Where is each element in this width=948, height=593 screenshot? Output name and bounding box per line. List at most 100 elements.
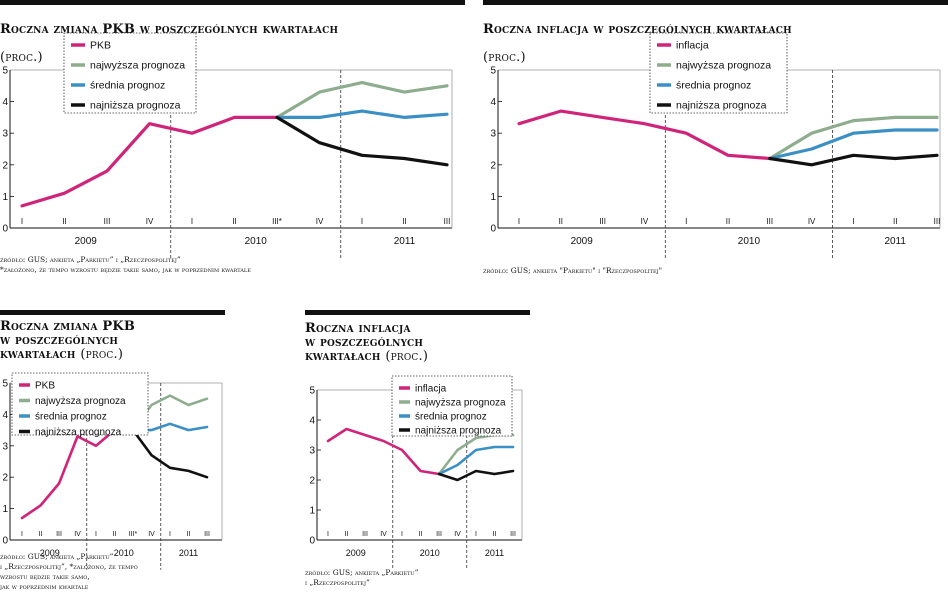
legend-box <box>63 32 197 114</box>
y-tick-label: 3 <box>309 446 315 457</box>
legend: inflacja najwyższa prognoza średnia progno… <box>649 32 788 114</box>
year-label: 2011 <box>394 236 416 247</box>
series-3 <box>768 153 939 167</box>
quarter-tick-label: II <box>345 531 349 538</box>
chart-panel-inflation-large: Roczna inflacja w poszczególnych kwartał… <box>483 0 948 290</box>
chart-subtitle: (proc.) <box>483 50 526 65</box>
quarter-tick-label: I <box>95 531 97 538</box>
series-line <box>20 428 135 520</box>
year-label: 2010 <box>738 236 761 247</box>
legend-entry-label: średnia prognoz <box>35 412 107 423</box>
series-2 <box>275 109 449 120</box>
legend-entry-label: PKB <box>35 381 55 392</box>
legend-entry-label: najniższa prognoza <box>90 100 181 112</box>
chart-source-note: źródło: GUS; ankieta „Parkietu” i „Rzecz… <box>0 552 138 591</box>
year-label: 2011 <box>485 548 504 558</box>
quarter-tick-label: III* <box>129 531 138 538</box>
y-tick-label: 1 <box>2 192 8 203</box>
chart-title: Roczna inflacja w poszczególnych kwartał… <box>305 321 429 364</box>
year-label: 2009 <box>571 236 594 247</box>
chart-source-note: źródło: GUS; ankieta „Parkietu” i „Rzecz… <box>0 255 251 274</box>
y-tick-label: 3 <box>2 129 8 140</box>
series-line <box>20 115 279 208</box>
y-tick-label: 2 <box>2 160 8 171</box>
y-tick-label: 2 <box>490 160 496 171</box>
quarter-tick-label: III <box>766 217 773 226</box>
quarter-tick-label: IV <box>146 217 154 226</box>
quarter-tick-label: III <box>436 531 442 538</box>
legend-entry-label: średnia prognoz <box>90 80 165 92</box>
y-tick-label: 0 <box>2 224 8 235</box>
legend-entry-label: inflacja <box>415 384 447 395</box>
series-3 <box>437 469 515 482</box>
quarter-tick-label: III <box>599 217 606 226</box>
quarter-tick-label: II <box>62 217 66 226</box>
series-line <box>437 469 515 482</box>
chart-source-note: źródło: GUS; ankieta "Parkietu" i "Rzecz… <box>483 266 663 275</box>
chart-source-note: źródło: GUS; ankieta „Parkietu” i „Rzecz… <box>305 568 419 587</box>
series-line <box>275 115 449 167</box>
quarter-tick-label: II <box>893 217 897 226</box>
legend-entry-label: najwyższa prognoza <box>676 60 771 72</box>
quarter-tick-label: III <box>104 217 111 226</box>
quarter-tick-label: III <box>362 531 368 538</box>
year-label: 2010 <box>114 548 134 558</box>
y-tick-label: 2 <box>309 476 315 487</box>
series-3 <box>131 428 209 479</box>
legend-entry-label: najniższa prognoza <box>35 427 122 438</box>
chart-panel-inflation-small: Roczna inflacja w poszczególnych kwartał… <box>305 310 530 593</box>
quarter-tick-label: IV <box>808 217 816 226</box>
quarter-tick-label: I <box>169 531 171 538</box>
legend-box <box>11 372 149 436</box>
y-tick-label: 1 <box>309 506 315 517</box>
quarter-tick-label: III <box>934 217 941 226</box>
quarter-tick-label: I <box>361 217 363 226</box>
quarter-tick-label: IV <box>454 531 461 538</box>
series-line <box>517 109 772 161</box>
chart-subtitle: (proc.) <box>80 347 124 362</box>
quarter-tick-label: II <box>187 531 191 538</box>
quarter-tick-label: IV <box>74 531 81 538</box>
chart-subtitle: (proc.) <box>385 349 429 364</box>
legend-box <box>649 32 788 114</box>
y-tick-label: 1 <box>490 192 496 203</box>
year-label: 2009 <box>346 548 366 558</box>
legend-entry-label: najwyższa prognoza <box>415 398 506 409</box>
quarter-tick-label: I <box>401 531 403 538</box>
quarter-tick-label: I <box>852 217 854 226</box>
quarter-tick-label: III <box>510 531 516 538</box>
quarter-tick-label: I <box>518 217 520 226</box>
legend-entry-label: inflacja <box>676 40 709 52</box>
year-label: 2009 <box>40 548 60 558</box>
quarter-tick-label: I <box>191 217 193 226</box>
legend: PKB najwyższa prognoza średnia prognoz najn… <box>63 32 197 114</box>
quarter-tick-label: II <box>726 217 730 226</box>
chart-panel-gdp-large: Roczna zmiana PKB w poszczególnych kwart… <box>0 0 465 290</box>
legend-entry-label: średnia prognoz <box>415 412 487 423</box>
year-label: 2010 <box>420 548 440 558</box>
quarter-tick-label: III <box>56 531 62 538</box>
legend-entry-label: PKB <box>90 40 111 52</box>
y-tick-label: 0 <box>2 536 8 547</box>
y-tick-label: 5 <box>2 379 8 390</box>
y-tick-label: 0 <box>309 536 315 547</box>
series-3 <box>275 115 449 167</box>
y-tick-label: 4 <box>490 97 496 108</box>
quarter-tick-label: I <box>327 531 329 538</box>
quarter-tick-label: II <box>419 531 423 538</box>
quarter-tick-label: II <box>39 531 43 538</box>
legend-entry-label: najwyższa prognoza <box>90 60 185 72</box>
panel-top-rule <box>483 0 948 5</box>
quarter-tick-label: IV <box>316 217 324 226</box>
chart-title: Roczna zmiana PKB w poszczególnych kwart… <box>0 319 136 362</box>
series-line <box>131 428 209 479</box>
y-tick-label: 5 <box>309 386 315 397</box>
panel-top-rule <box>305 310 530 315</box>
y-tick-label: 4 <box>309 416 315 427</box>
quarter-tick-label: I <box>21 531 23 538</box>
y-tick-label: 4 <box>2 97 8 108</box>
legend-entry-label: średnia prognoz <box>676 80 751 92</box>
